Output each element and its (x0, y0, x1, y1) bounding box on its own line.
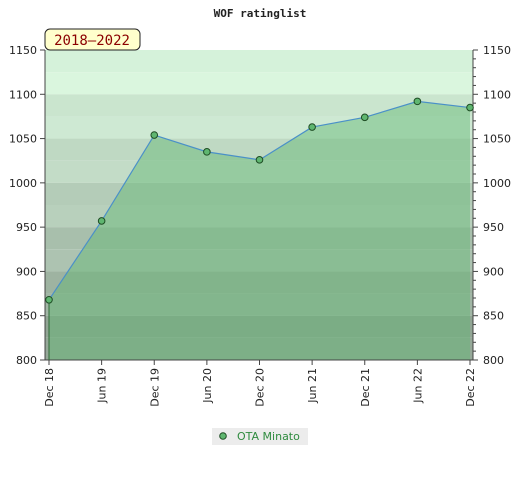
x-tick-label: Dec 22 (464, 368, 477, 407)
data-points (45, 97, 474, 304)
grid-band (45, 182, 473, 205)
grid-band (45, 249, 473, 272)
grid-band (45, 271, 473, 294)
y-tick-label-right: 850 (483, 310, 504, 323)
grid-band (45, 227, 473, 250)
grid-band (45, 293, 473, 316)
grid-band (45, 94, 473, 117)
legend[interactable]: OTA Minato (212, 428, 308, 445)
y-tick-label: 950 (16, 221, 37, 234)
x-tick-label: Dec 19 (148, 368, 161, 407)
range-badge-box (44, 28, 141, 51)
chart-title: WOF ratinglist (214, 7, 307, 20)
data-point (97, 217, 106, 225)
x-tick-label: Dec 20 (254, 368, 267, 407)
data-point (308, 123, 316, 131)
range-badge-label: 2018–2022 (54, 33, 130, 49)
y-tick-label-right: 950 (483, 221, 504, 234)
y-tick-label: 1150 (9, 44, 37, 57)
data-point (466, 103, 474, 112)
x-tick-label: Jun 19 (96, 368, 109, 404)
y-tick-label-right: 1050 (483, 133, 511, 146)
legend-marker (219, 432, 227, 440)
grid-band (45, 205, 473, 228)
y-tick-label: 900 (16, 265, 37, 278)
range-badge: 2018–2022 (44, 28, 141, 51)
data-point (255, 156, 264, 164)
y-tick-label: 1000 (9, 177, 37, 190)
grid-band (45, 138, 473, 161)
y-tick-label-right: 1000 (483, 177, 511, 190)
series-area (49, 101, 470, 360)
grid-band (45, 337, 473, 360)
plot-background (45, 50, 473, 360)
y-tick-label-right: 1150 (483, 44, 511, 57)
x-tick-label: Dec 21 (359, 368, 372, 407)
y-tick-label: 850 (16, 310, 37, 323)
x-tick-label: Jun 20 (201, 368, 214, 404)
x-tick-label: Jun 21 (306, 368, 319, 404)
y-tick-label: 800 (16, 354, 37, 367)
legend-label: OTA Minato (237, 430, 300, 443)
grid-band (45, 315, 473, 338)
axes: 800 800 850 850 900 900 950 950 1000 1000 1050 1050… (9, 44, 511, 407)
grid-band (45, 72, 473, 95)
data-point (360, 113, 369, 122)
x-tick-label: Jun 22 (411, 368, 424, 404)
y-tick-label-right: 900 (483, 265, 504, 278)
data-point (203, 148, 211, 156)
y-tick-label-right: 800 (483, 354, 504, 367)
grid-band (45, 50, 473, 73)
y-tick-label-right: 1100 (483, 88, 511, 101)
data-point (45, 295, 53, 304)
data-point (413, 97, 422, 106)
legend-box (212, 428, 308, 445)
data-point (150, 131, 159, 139)
y-tick-label: 1050 (9, 133, 37, 146)
x-tick-label: Dec 18 (43, 368, 56, 407)
y-tick-label: 1100 (9, 88, 37, 101)
grid-band (45, 160, 473, 183)
